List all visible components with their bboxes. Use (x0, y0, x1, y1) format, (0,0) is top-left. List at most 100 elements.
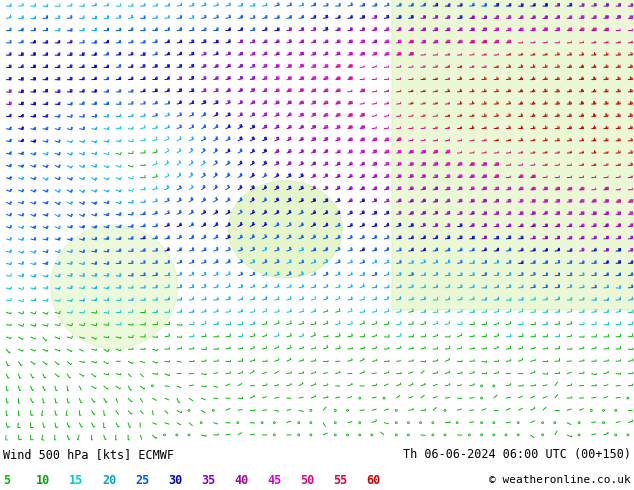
Polygon shape (546, 65, 547, 67)
Polygon shape (436, 114, 437, 116)
Polygon shape (436, 126, 437, 128)
Polygon shape (363, 77, 365, 79)
Polygon shape (449, 77, 450, 79)
Polygon shape (497, 138, 499, 141)
Polygon shape (619, 150, 621, 153)
Text: 10: 10 (36, 474, 50, 487)
Polygon shape (449, 65, 450, 67)
Polygon shape (412, 101, 413, 104)
Ellipse shape (51, 225, 178, 348)
Polygon shape (522, 150, 523, 153)
Polygon shape (559, 114, 560, 116)
Polygon shape (510, 114, 511, 116)
Polygon shape (607, 175, 609, 177)
Polygon shape (559, 40, 560, 43)
Polygon shape (631, 114, 633, 116)
Polygon shape (607, 40, 609, 43)
Polygon shape (619, 175, 621, 177)
Polygon shape (571, 138, 572, 141)
Polygon shape (631, 28, 633, 30)
Text: 50: 50 (300, 474, 314, 487)
Polygon shape (595, 40, 596, 43)
Polygon shape (522, 41, 523, 43)
Polygon shape (583, 163, 584, 165)
Polygon shape (497, 114, 499, 116)
Polygon shape (424, 52, 425, 55)
Polygon shape (607, 77, 609, 79)
Polygon shape (559, 126, 560, 128)
Polygon shape (631, 77, 633, 79)
Polygon shape (473, 65, 474, 67)
Polygon shape (510, 65, 511, 67)
Polygon shape (595, 126, 596, 128)
Polygon shape (461, 101, 462, 104)
Polygon shape (534, 65, 535, 67)
Polygon shape (497, 126, 499, 128)
Text: Wind 500 hPa [kts] ECMWF: Wind 500 hPa [kts] ECMWF (3, 448, 174, 461)
Polygon shape (595, 175, 596, 177)
Polygon shape (571, 175, 572, 177)
Polygon shape (595, 138, 596, 141)
Polygon shape (607, 138, 609, 141)
Polygon shape (631, 101, 633, 104)
Polygon shape (607, 114, 609, 116)
Polygon shape (387, 101, 389, 104)
Polygon shape (534, 89, 535, 92)
Polygon shape (631, 187, 633, 190)
Polygon shape (375, 113, 377, 116)
Text: 55: 55 (333, 474, 347, 487)
Polygon shape (461, 114, 462, 116)
Polygon shape (546, 114, 547, 116)
Polygon shape (583, 101, 584, 104)
Polygon shape (607, 89, 609, 92)
Polygon shape (400, 65, 401, 67)
Polygon shape (363, 65, 365, 67)
Polygon shape (375, 77, 377, 79)
Polygon shape (631, 40, 633, 43)
Polygon shape (424, 101, 425, 104)
Polygon shape (400, 76, 401, 79)
Text: 20: 20 (102, 474, 116, 487)
Text: Th 06-06-2024 06:00 UTC (00+150): Th 06-06-2024 06:00 UTC (00+150) (403, 448, 631, 461)
Polygon shape (473, 114, 474, 116)
Polygon shape (534, 150, 535, 153)
Polygon shape (619, 114, 621, 116)
Polygon shape (583, 126, 584, 128)
Polygon shape (571, 52, 572, 55)
Polygon shape (595, 163, 596, 165)
Polygon shape (607, 163, 609, 165)
Polygon shape (400, 101, 401, 104)
Text: 15: 15 (69, 474, 83, 487)
Polygon shape (534, 163, 535, 165)
Polygon shape (448, 138, 450, 140)
Polygon shape (595, 187, 596, 190)
Polygon shape (473, 150, 474, 153)
Polygon shape (485, 89, 486, 92)
Polygon shape (436, 89, 437, 92)
Polygon shape (534, 126, 535, 128)
Polygon shape (595, 77, 596, 79)
Polygon shape (424, 89, 425, 92)
Polygon shape (619, 89, 621, 92)
Polygon shape (461, 150, 462, 153)
Polygon shape (436, 77, 437, 79)
Polygon shape (559, 89, 560, 92)
Polygon shape (449, 89, 450, 92)
Polygon shape (387, 113, 389, 116)
Polygon shape (595, 101, 596, 104)
Polygon shape (436, 101, 437, 104)
Polygon shape (619, 138, 621, 141)
Polygon shape (522, 138, 523, 141)
Polygon shape (631, 150, 633, 153)
Polygon shape (412, 126, 413, 128)
Polygon shape (607, 65, 609, 67)
Polygon shape (607, 101, 609, 104)
Polygon shape (461, 89, 462, 92)
Polygon shape (571, 40, 572, 43)
Polygon shape (424, 114, 425, 116)
Polygon shape (571, 101, 572, 104)
Polygon shape (510, 163, 511, 165)
Polygon shape (510, 138, 511, 141)
Polygon shape (619, 28, 621, 30)
Polygon shape (510, 52, 511, 55)
